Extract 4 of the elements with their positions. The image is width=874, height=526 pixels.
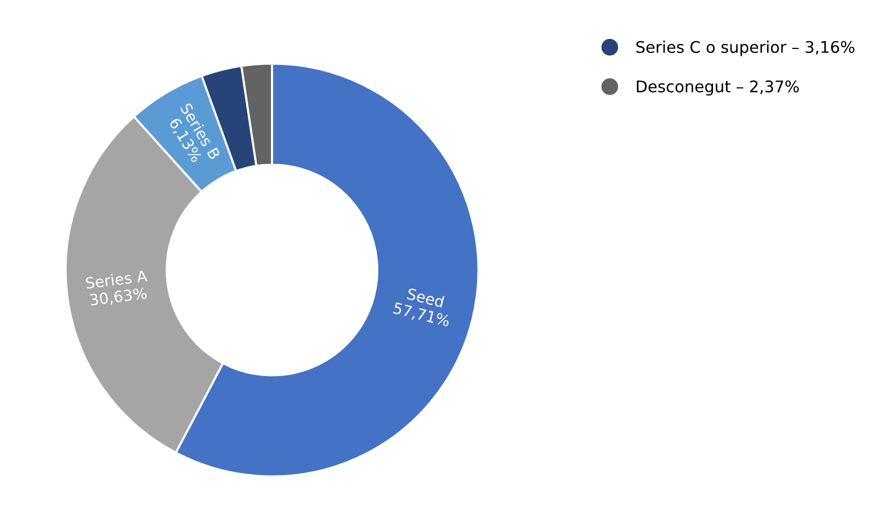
legend-label: Desconegut – 2,37%	[636, 80, 799, 96]
slice-label: Series A	[85, 270, 148, 289]
data-label: 30,63%	[90, 287, 148, 308]
legend-label: Series C o superior – 3,16%	[636, 40, 854, 56]
